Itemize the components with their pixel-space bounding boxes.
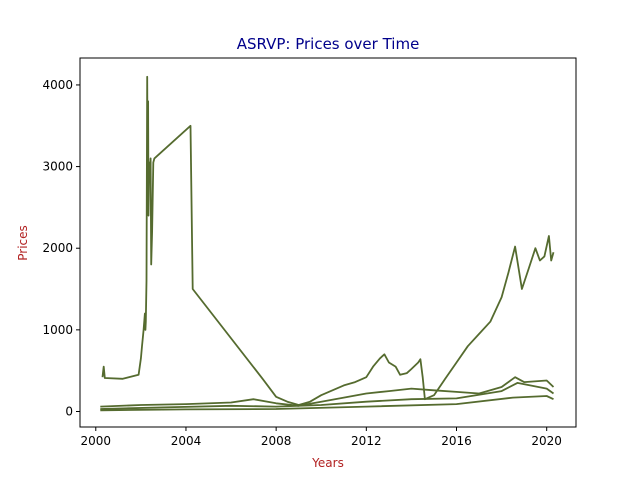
x-axis-label: Years [311, 456, 344, 470]
series-line-2 [100, 376, 555, 408]
y-tick-label: 1000 [42, 323, 73, 337]
x-tick-label: 2004 [171, 434, 202, 448]
y-axis-label: Prices [16, 225, 30, 261]
x-axis: 2000 2004 2008 2012 2016 2020 [81, 427, 562, 448]
y-tick-label: 3000 [42, 160, 73, 174]
x-tick-label: 2016 [441, 434, 472, 448]
x-tick-label: 2012 [351, 434, 382, 448]
chart-title: ASRVP: Prices over Time [237, 35, 420, 53]
series-group [100, 75, 555, 412]
y-tick-label: 0 [65, 404, 73, 418]
series-line-4 [100, 395, 554, 412]
x-tick-label: 2000 [81, 434, 112, 448]
x-tick-label: 2008 [261, 434, 292, 448]
series-line-3 [100, 382, 555, 410]
plot-frame [79, 57, 577, 428]
y-tick-label: 2000 [42, 241, 73, 255]
y-axis: 0 1000 2000 3000 4000 [42, 78, 80, 418]
y-tick-label: 4000 [42, 78, 73, 92]
series-line-1 [101, 75, 555, 406]
x-tick-label: 2020 [531, 434, 562, 448]
